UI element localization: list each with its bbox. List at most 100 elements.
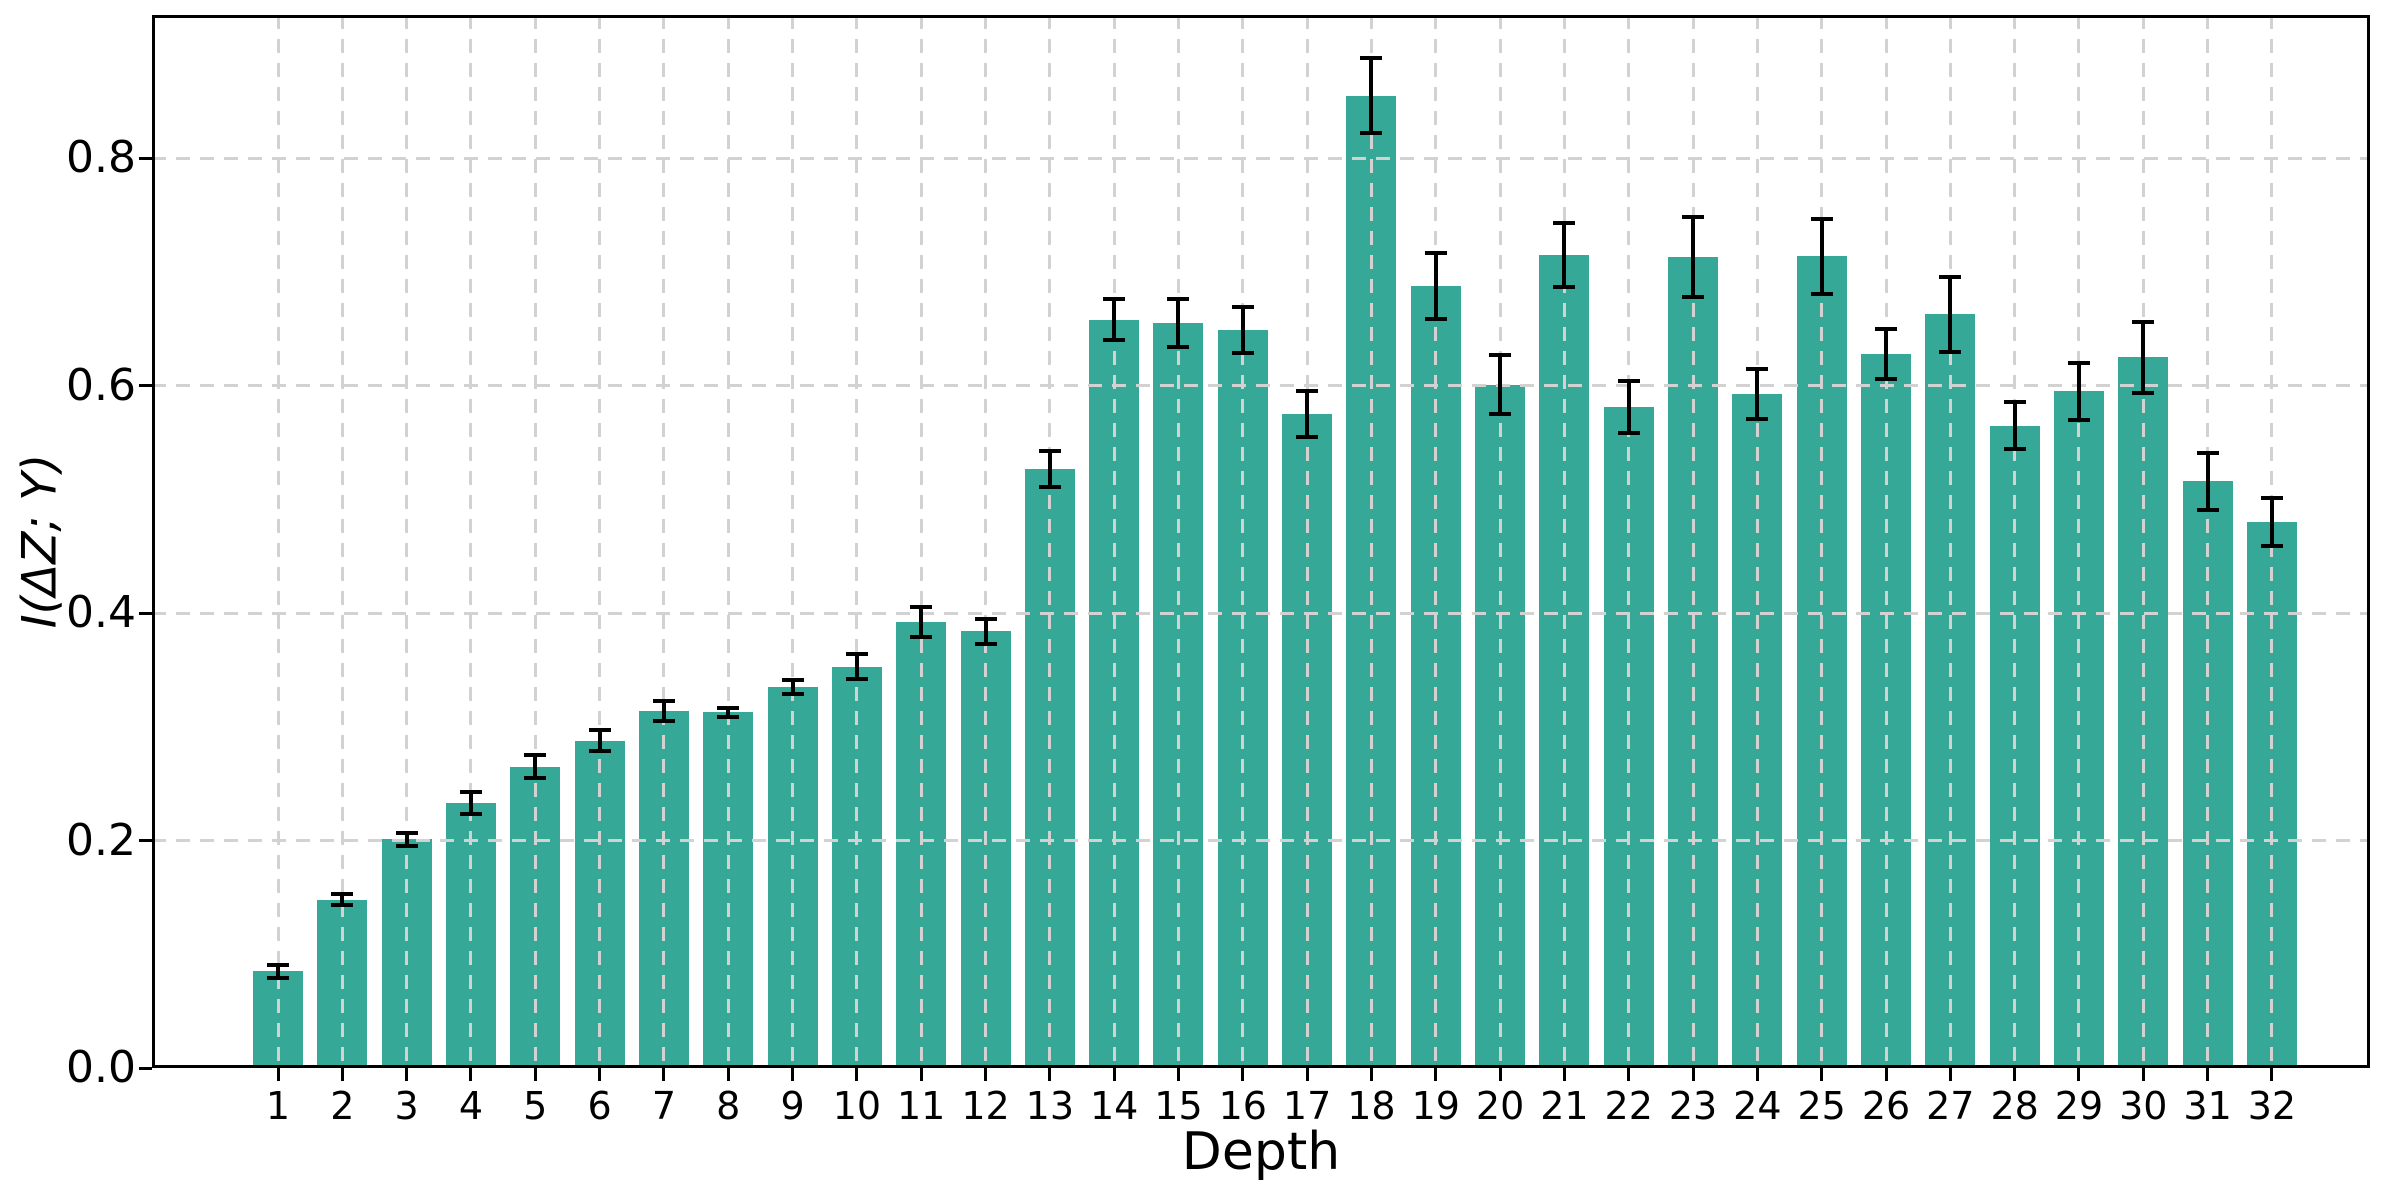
x-axis-title: Depth [1181,1122,1341,1182]
y-tick-label: 0.4 [66,587,136,639]
v-gridline [598,15,602,1068]
v-gridline [1434,15,1438,1068]
error-bar-cap-top [2132,320,2155,325]
error-bar-cap-bottom [1424,316,1447,321]
h-gridline [152,839,2370,843]
error-bar-cap-bottom [910,635,933,640]
error-bar-line [468,791,473,815]
x-tick-label: 22 [1604,1084,1653,1128]
y-tick-label: 0.8 [66,132,136,184]
x-tick [405,1068,409,1081]
error-bar-cap-bottom [2067,417,2090,422]
error-bar-cap-bottom [267,976,289,981]
error-bar-cap-top [1296,389,1319,394]
x-tick [919,1068,923,1081]
x-tick [276,1068,280,1081]
error-bar-line [2141,322,2146,393]
error-bar-cap-top [717,705,740,710]
v-gridline [1048,15,1052,1068]
x-tick [1884,1068,1888,1081]
error-bar-line [1691,217,1696,298]
error-bar-line [983,618,988,644]
x-tick [2077,1068,2081,1081]
error-bar-line [1819,218,1824,294]
x-tick [1112,1068,1116,1081]
error-bar-cap-bottom [331,903,354,908]
x-tick-label: 25 [1797,1084,1846,1128]
x-tick [1369,1068,1373,1081]
x-tick-label: 26 [1861,1084,1911,1128]
x-tick [1241,1068,1245,1081]
error-bar-line [854,654,859,680]
x-tick [791,1068,795,1081]
error-bar-cap-top [781,678,804,683]
error-bar-line [1112,299,1117,341]
error-bar-cap-top [588,728,611,733]
x-tick [855,1068,859,1081]
error-bar-cap-top [1424,250,1447,255]
x-tick-label: 6 [587,1084,612,1128]
x-tick-label: 3 [394,1084,419,1128]
x-tick-label: 17 [1282,1084,1332,1128]
x-tick [533,1068,537,1081]
v-gridline [791,15,795,1068]
y-tick [139,839,152,843]
x-tick-label: 21 [1540,1084,1589,1128]
v-gridline [1369,15,1373,1068]
x-tick [2270,1068,2274,1081]
error-bar-line [404,832,409,847]
x-tick-label: 20 [1475,1084,1525,1128]
v-gridline [1112,15,1116,1068]
v-gridline [469,15,473,1068]
top-spine [152,15,2370,18]
error-bar-cap-top [2067,360,2090,365]
x-tick-label: 8 [716,1084,741,1128]
v-gridline [1820,15,1824,1068]
x-tick [1498,1068,1502,1081]
y-tick-label: 0.6 [66,359,136,411]
error-bar-cap-top [1617,379,1640,384]
x-tick-label: 12 [961,1084,1010,1128]
x-tick-label: 13 [1025,1084,1074,1128]
error-bar-cap-bottom [459,812,482,817]
v-gridline [1755,15,1759,1068]
error-bar-cap-bottom [395,844,418,849]
error-bar-cap-bottom [781,691,804,696]
x-tick-label: 15 [1154,1084,1203,1128]
error-bar-line [1369,58,1374,134]
y-tick-label: 0.0 [66,1042,136,1093]
x-tick [1562,1068,1566,1081]
error-bar-cap-top [331,892,354,897]
error-bar-cap-top [1682,215,1705,220]
y-axis-title: I(ΔZ; Y) [12,453,68,629]
error-bar-cap-top [845,652,868,657]
error-bar-cap-bottom [1038,484,1061,489]
error-bar-line [1626,381,1631,434]
x-tick-label: 19 [1411,1084,1460,1128]
error-bar-line [1240,307,1245,353]
x-tick-label: 16 [1218,1084,1267,1128]
v-gridline [662,15,666,1068]
x-tick [2013,1068,2017,1081]
error-bar-line [2076,362,2081,420]
error-bar-cap-bottom [1810,291,1833,296]
v-gridline [855,15,859,1068]
error-bar-cap-top [1231,305,1254,310]
x-tick-label: 7 [651,1084,676,1128]
error-bar-cap-bottom [1103,338,1126,343]
x-tick-label: 10 [832,1084,882,1128]
v-gridline [1241,15,1245,1068]
x-tick [1691,1068,1695,1081]
v-gridline [1627,15,1631,1068]
error-bar-cap-bottom [1875,376,1897,381]
x-tick [1627,1068,1631,1081]
h-gridline [152,156,2370,160]
x-tick [1434,1068,1438,1081]
x-tick-label: 28 [1990,1084,2039,1128]
v-gridline [2077,15,2081,1068]
error-bar-cap-top [652,698,675,703]
error-bar-cap-top [459,789,482,794]
v-gridline [1498,15,1502,1068]
h-gridline [152,384,2370,388]
y-tick [139,611,152,615]
